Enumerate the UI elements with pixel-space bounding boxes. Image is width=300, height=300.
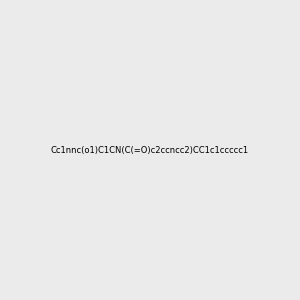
Text: Cc1nnc(o1)C1CN(C(=O)c2ccncc2)CC1c1ccccc1: Cc1nnc(o1)C1CN(C(=O)c2ccncc2)CC1c1ccccc1	[51, 146, 249, 154]
